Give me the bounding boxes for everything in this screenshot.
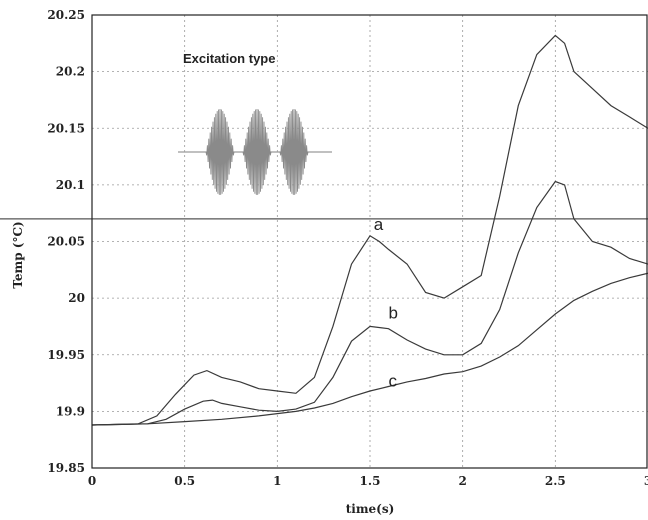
excitation-pulse (242, 108, 272, 195)
excitation-inset: Excitation type (178, 51, 332, 195)
series-line-b (91, 180, 648, 426)
series-line-c (91, 272, 648, 426)
y-tick-labels: 19.85 19.9 19.95 20 20.05 20.1 20.15 20.2 20.25 (47, 8, 85, 475)
y-tick-label: 20.15 (47, 121, 85, 135)
inset-title: Excitation type (183, 51, 275, 66)
series-line-a (91, 34, 648, 426)
x-tick-label: 1.5 (360, 474, 381, 488)
curve-label-c: c (389, 371, 398, 390)
y-tick-label: 19.9 (56, 404, 85, 418)
x-tick-labels: 0 0.5 1 1.5 2 2.5 3 (88, 474, 648, 488)
annotations: a b c (374, 215, 398, 390)
y-axis-label: Temp (°C) (11, 221, 25, 288)
y-tick-label: 19.85 (47, 461, 85, 475)
curve-label-b: b (389, 304, 398, 323)
y-tick-label: 20.05 (47, 235, 85, 249)
y-tick-label: 19.95 (47, 348, 85, 362)
x-tick-label: 2 (458, 474, 466, 488)
series-layer (91, 34, 648, 426)
y-tick-label: 20 (68, 291, 85, 305)
x-tick-label: 0.5 (174, 474, 195, 488)
x-axis-label: time(s) (346, 502, 395, 516)
x-tick-label: 2.5 (545, 474, 566, 488)
y-tick-label: 20.1 (56, 178, 85, 192)
excitation-pulse (205, 108, 235, 195)
inset-pulses (205, 108, 309, 195)
y-tick-label: 20.2 (56, 65, 85, 79)
plot-frame (91, 14, 648, 469)
x-tick-label: 0 (88, 474, 96, 488)
x-tick-label: 3 (644, 474, 648, 488)
x-tick-label: 1 (273, 474, 281, 488)
grid (92, 15, 648, 468)
curve-label-a: a (374, 215, 384, 234)
y-tick-label: 20.25 (47, 8, 85, 22)
excitation-pulse (279, 108, 309, 195)
